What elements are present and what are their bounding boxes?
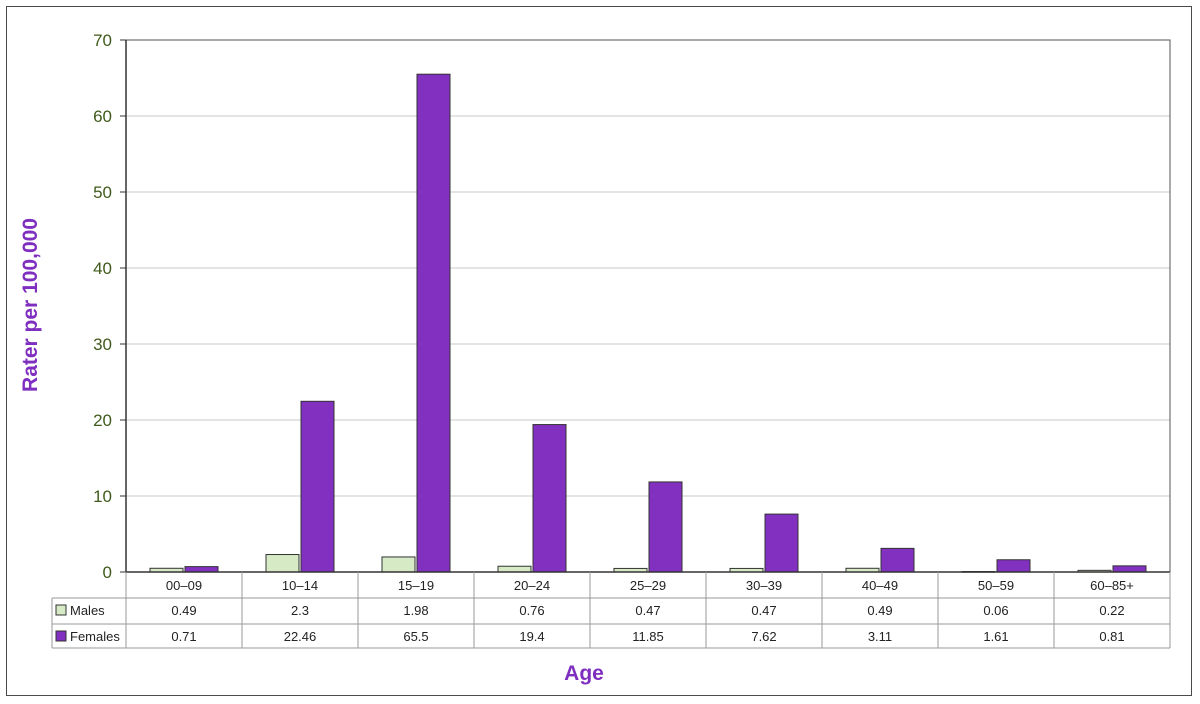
legend-label-females: Females xyxy=(70,629,120,644)
y-tick-label: 10 xyxy=(93,487,112,506)
x-tick-label: 00–09 xyxy=(166,578,202,593)
legend-label-males: Males xyxy=(70,603,105,618)
table-cell-females: 22.46 xyxy=(284,629,317,644)
x-tick-label: 10–14 xyxy=(282,578,318,593)
table-cell-males: 0.47 xyxy=(635,603,660,618)
x-tick-label: 60–85+ xyxy=(1090,578,1134,593)
x-tick-label: 50–59 xyxy=(978,578,1014,593)
table-cell-males: 1.98 xyxy=(403,603,428,618)
y-tick-label: 40 xyxy=(93,259,112,278)
table-cell-males: 0.49 xyxy=(171,603,196,618)
y-tick-label: 50 xyxy=(93,183,112,202)
x-tick-label: 30–39 xyxy=(746,578,782,593)
y-tick-label: 30 xyxy=(93,335,112,354)
table-cell-males: 0.06 xyxy=(983,603,1008,618)
legend-swatch-males xyxy=(55,604,67,616)
table-cell-females: 7.62 xyxy=(751,629,776,644)
plot-area xyxy=(125,39,1171,573)
table-cell-males: 0.49 xyxy=(867,603,892,618)
bar-males-3 xyxy=(497,565,532,573)
x-axis-title: Age xyxy=(564,662,604,685)
table-cell-females: 19.4 xyxy=(519,629,544,644)
bar-females-2 xyxy=(416,73,451,573)
y-tick-label: 70 xyxy=(93,31,112,50)
bar-females-3 xyxy=(532,424,567,573)
table-cell-males: 0.47 xyxy=(751,603,776,618)
bar-females-5 xyxy=(764,513,799,573)
bar-females-1 xyxy=(300,400,335,573)
x-tick-label: 25–29 xyxy=(630,578,666,593)
bar-females-8 xyxy=(1112,565,1147,573)
table-cell-males: 0.76 xyxy=(519,603,544,618)
bar-males-1 xyxy=(265,554,300,573)
y-tick-label: 60 xyxy=(93,107,112,126)
bar-females-6 xyxy=(880,547,915,573)
table-cell-females: 65.5 xyxy=(403,629,428,644)
bar-females-4 xyxy=(648,481,683,573)
y-tick-label: 0 xyxy=(103,563,112,582)
y-tick-label: 20 xyxy=(93,411,112,430)
table-cell-females: 0.71 xyxy=(171,629,196,644)
table-cell-males: 2.3 xyxy=(291,603,309,618)
x-tick-label: 15–19 xyxy=(398,578,434,593)
table-cell-females: 0.81 xyxy=(1099,629,1124,644)
legend-swatch-females xyxy=(55,630,67,642)
x-tick-label: 40–49 xyxy=(862,578,898,593)
table-cell-females: 3.11 xyxy=(868,629,892,644)
chart-frame xyxy=(6,6,1192,696)
x-tick-label: 20–24 xyxy=(514,578,550,593)
bar-females-0 xyxy=(184,566,219,573)
table-cell-males: 0.22 xyxy=(1099,603,1124,618)
table-cell-females: 11.85 xyxy=(632,629,664,644)
bar-females-7 xyxy=(996,559,1031,573)
y-axis-title: Rater per 100,000 xyxy=(19,218,42,392)
bar-males-2 xyxy=(381,556,416,573)
table-cell-females: 1.61 xyxy=(983,629,1008,644)
